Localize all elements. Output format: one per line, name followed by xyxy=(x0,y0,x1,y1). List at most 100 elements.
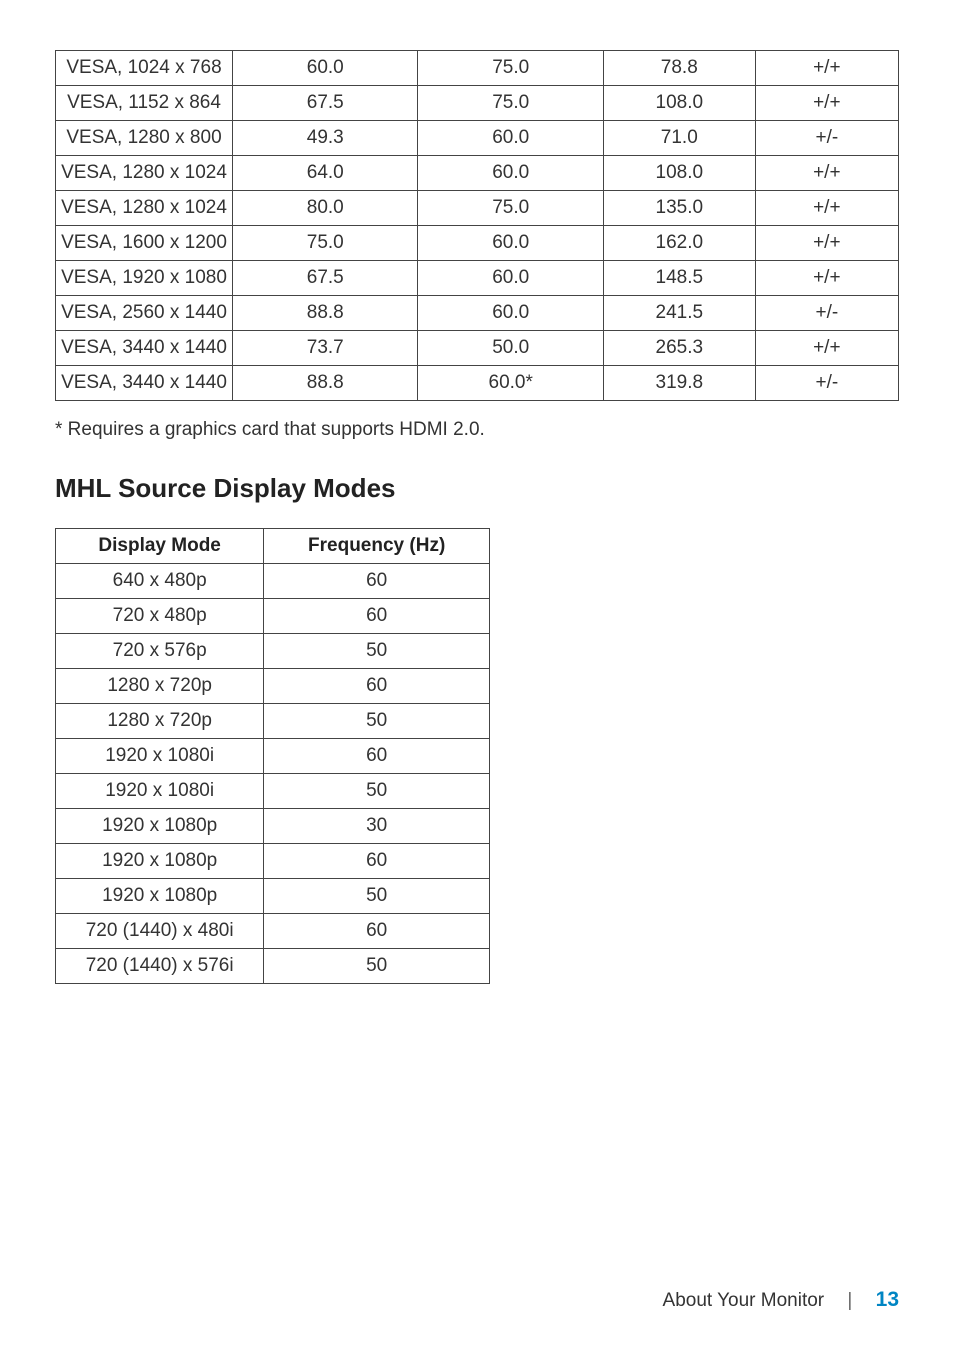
table-cell: VESA, 1280 x 1024 xyxy=(56,191,233,226)
table-row: VESA, 3440 x 144073.750.0265.3+/+ xyxy=(56,331,899,366)
table-cell: VESA, 1280 x 1024 xyxy=(56,156,233,191)
table-cell: 720 (1440) x 480i xyxy=(56,914,264,949)
table-row: VESA, 1280 x 80049.360.071.0+/- xyxy=(56,121,899,156)
table-cell: 319.8 xyxy=(603,366,755,401)
table-cell: 75.0 xyxy=(233,226,418,261)
table-cell: VESA, 2560 x 1440 xyxy=(56,296,233,331)
table-cell: 49.3 xyxy=(233,121,418,156)
table-cell: 640 x 480p xyxy=(56,564,264,599)
table-cell: 1920 x 1080i xyxy=(56,774,264,809)
table-row: 1920 x 1080i60 xyxy=(56,739,490,774)
table-cell: 78.8 xyxy=(603,51,755,86)
table-cell: +/- xyxy=(755,121,898,156)
mhl-tbody: 640 x 480p60720 x 480p60720 x 576p501280… xyxy=(56,564,490,984)
table-cell: 71.0 xyxy=(603,121,755,156)
table-cell: +/+ xyxy=(755,331,898,366)
table-row: 1920 x 1080i50 xyxy=(56,774,490,809)
table-cell: 67.5 xyxy=(233,261,418,296)
table-cell: +/+ xyxy=(755,191,898,226)
table-cell: 60.0* xyxy=(418,366,603,401)
table-cell: 60.0 xyxy=(418,261,603,296)
table-cell: 1920 x 1080p xyxy=(56,844,264,879)
mhl-heading: MHL Source Display Modes xyxy=(55,473,899,504)
table-row: 1280 x 720p60 xyxy=(56,669,490,704)
table-cell: 60 xyxy=(264,669,490,704)
table-row: 720 (1440) x 480i60 xyxy=(56,914,490,949)
mhl-header-row: Display Mode Frequency (Hz) xyxy=(56,529,490,564)
table-cell: 60 xyxy=(264,599,490,634)
footer-section: About Your Monitor xyxy=(663,1290,825,1311)
table-cell: +/+ xyxy=(755,51,898,86)
mhl-table: Display Mode Frequency (Hz) 640 x 480p60… xyxy=(55,528,490,984)
table-row: 1920 x 1080p50 xyxy=(56,879,490,914)
table-cell: VESA, 3440 x 1440 xyxy=(56,331,233,366)
table-cell: 1920 x 1080p xyxy=(56,879,264,914)
table-cell: 60.0 xyxy=(418,156,603,191)
table-cell: 64.0 xyxy=(233,156,418,191)
table-cell: +/- xyxy=(755,296,898,331)
table-cell: 60 xyxy=(264,739,490,774)
table-cell: 60.0 xyxy=(418,226,603,261)
display-modes-tbody: VESA, 1024 x 76860.075.078.8+/+VESA, 115… xyxy=(56,51,899,401)
table-cell: 135.0 xyxy=(603,191,755,226)
display-modes-table: VESA, 1024 x 76860.075.078.8+/+VESA, 115… xyxy=(55,50,899,401)
table-cell: 50 xyxy=(264,704,490,739)
mhl-header-mode: Display Mode xyxy=(56,529,264,564)
table-cell: 75.0 xyxy=(418,191,603,226)
table-cell: 50.0 xyxy=(418,331,603,366)
table-cell: 88.8 xyxy=(233,366,418,401)
table-cell: 75.0 xyxy=(418,51,603,86)
table-row: 1280 x 720p50 xyxy=(56,704,490,739)
table-cell: VESA, 1600 x 1200 xyxy=(56,226,233,261)
table-row: 720 x 480p60 xyxy=(56,599,490,634)
table-cell: 50 xyxy=(264,774,490,809)
table-row: VESA, 1152 x 86467.575.0108.0+/+ xyxy=(56,86,899,121)
table-cell: 1280 x 720p xyxy=(56,669,264,704)
table-cell: 88.8 xyxy=(233,296,418,331)
table-cell: VESA, 3440 x 1440 xyxy=(56,366,233,401)
table-row: 640 x 480p60 xyxy=(56,564,490,599)
table-row: VESA, 2560 x 144088.860.0241.5+/- xyxy=(56,296,899,331)
table-cell: 1280 x 720p xyxy=(56,704,264,739)
footnote-text: * Requires a graphics card that supports… xyxy=(55,419,899,441)
table-row: VESA, 1280 x 102480.075.0135.0+/+ xyxy=(56,191,899,226)
table-cell: 60 xyxy=(264,914,490,949)
table-cell: 60 xyxy=(264,844,490,879)
table-cell: 73.7 xyxy=(233,331,418,366)
table-cell: 1920 x 1080i xyxy=(56,739,264,774)
table-cell: 60 xyxy=(264,564,490,599)
table-row: 1920 x 1080p60 xyxy=(56,844,490,879)
footer-page-number: 13 xyxy=(876,1288,899,1311)
table-cell: 720 x 576p xyxy=(56,634,264,669)
table-cell: 67.5 xyxy=(233,86,418,121)
table-row: 1920 x 1080p30 xyxy=(56,809,490,844)
table-row: VESA, 1920 x 108067.560.0148.5+/+ xyxy=(56,261,899,296)
table-row: VESA, 1024 x 76860.075.078.8+/+ xyxy=(56,51,899,86)
table-cell: 108.0 xyxy=(603,86,755,121)
table-cell: +/+ xyxy=(755,86,898,121)
table-row: VESA, 1600 x 120075.060.0162.0+/+ xyxy=(56,226,899,261)
table-cell: 75.0 xyxy=(418,86,603,121)
table-cell: 50 xyxy=(264,879,490,914)
table-cell: VESA, 1920 x 1080 xyxy=(56,261,233,296)
mhl-header-freq: Frequency (Hz) xyxy=(264,529,490,564)
table-cell: 60.0 xyxy=(418,296,603,331)
page-footer: About Your Monitor | 13 xyxy=(663,1288,899,1312)
table-cell: 60.0 xyxy=(418,121,603,156)
table-cell: +/- xyxy=(755,366,898,401)
table-cell: 50 xyxy=(264,949,490,984)
table-cell: 720 (1440) x 576i xyxy=(56,949,264,984)
table-cell: 60.0 xyxy=(233,51,418,86)
table-cell: VESA, 1024 x 768 xyxy=(56,51,233,86)
table-cell: 108.0 xyxy=(603,156,755,191)
table-cell: 30 xyxy=(264,809,490,844)
table-cell: +/+ xyxy=(755,226,898,261)
table-cell: 50 xyxy=(264,634,490,669)
table-row: 720 x 576p50 xyxy=(56,634,490,669)
table-cell: 1920 x 1080p xyxy=(56,809,264,844)
table-cell: 241.5 xyxy=(603,296,755,331)
table-cell: +/+ xyxy=(755,261,898,296)
table-row: VESA, 1280 x 102464.060.0108.0+/+ xyxy=(56,156,899,191)
table-cell: 148.5 xyxy=(603,261,755,296)
table-cell: 265.3 xyxy=(603,331,755,366)
